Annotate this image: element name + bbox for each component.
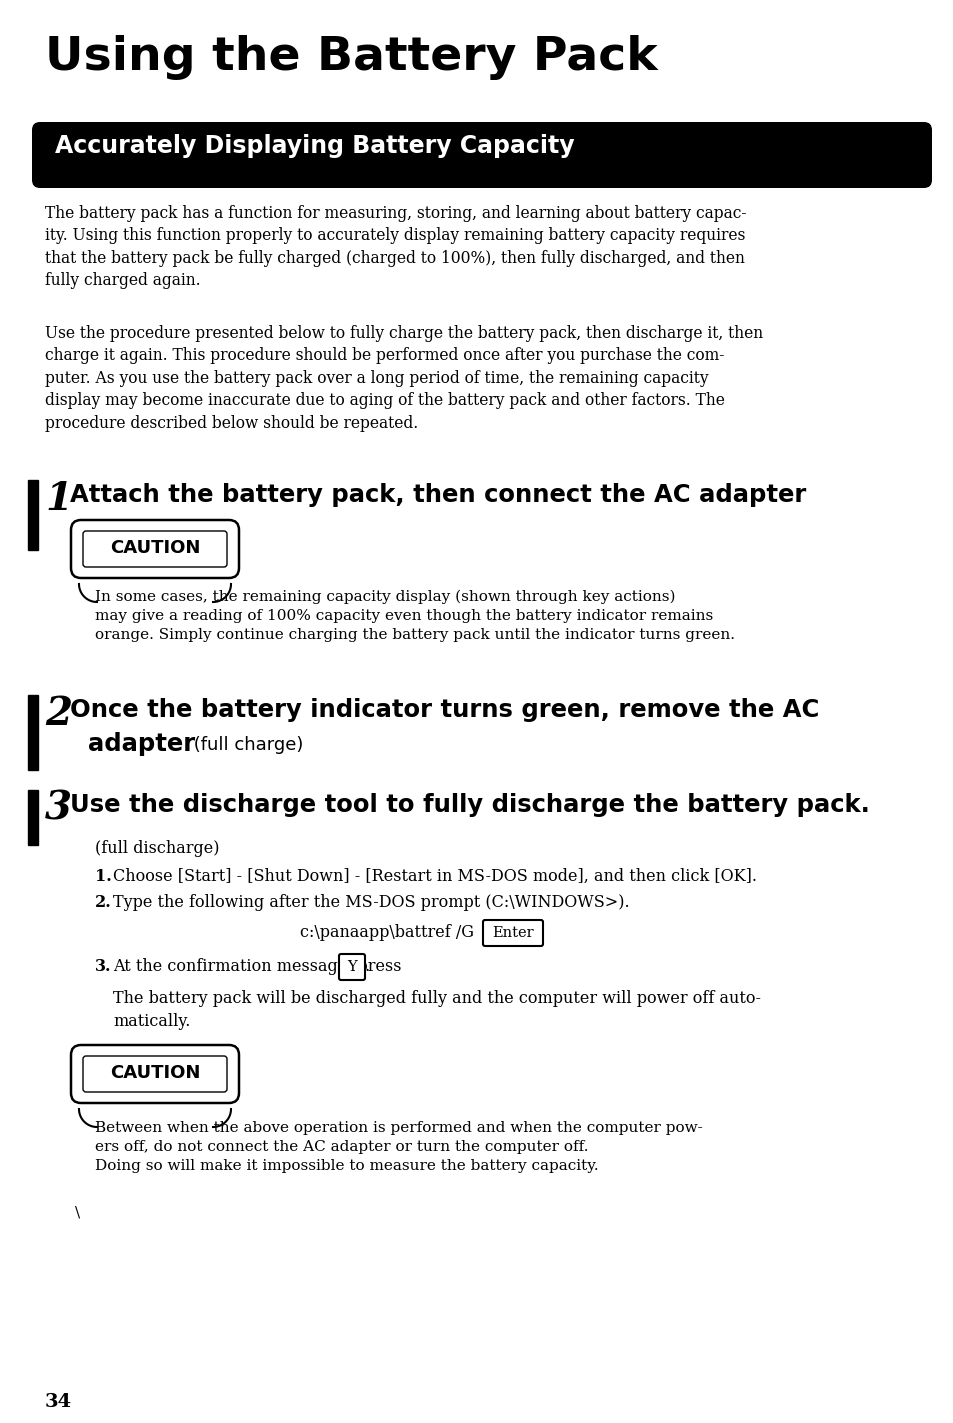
Text: adapter: adapter [88, 731, 195, 756]
Text: CAUTION: CAUTION [110, 1064, 200, 1081]
FancyBboxPatch shape [83, 1056, 227, 1091]
Text: 3: 3 [45, 790, 71, 828]
Text: Use the discharge tool to fully discharge the battery pack.: Use the discharge tool to fully discharg… [70, 793, 869, 817]
Text: 1: 1 [45, 480, 71, 518]
Text: Once the battery indicator turns green, remove the AC: Once the battery indicator turns green, … [70, 699, 819, 721]
FancyBboxPatch shape [71, 1044, 239, 1103]
Text: c:\panaapp\battref /G: c:\panaapp\battref /G [299, 924, 474, 941]
Text: The battery pack will be discharged fully and the computer will power off auto-
: The battery pack will be discharged full… [112, 990, 760, 1030]
FancyBboxPatch shape [338, 953, 365, 980]
Text: Enter: Enter [492, 926, 534, 941]
Text: 1.: 1. [95, 868, 112, 885]
Text: CAUTION: CAUTION [110, 539, 200, 556]
Bar [28, 694, 38, 770]
Bar [28, 480, 38, 551]
FancyBboxPatch shape [482, 921, 542, 946]
Text: \: \ [75, 1207, 80, 1220]
Text: 34: 34 [45, 1393, 72, 1412]
Text: Use the procedure presented below to fully charge the battery pack, then dischar: Use the procedure presented below to ful… [45, 324, 762, 431]
Text: Using the Battery Pack: Using the Battery Pack [45, 36, 657, 80]
Text: (full discharge): (full discharge) [95, 840, 219, 857]
Text: Accurately Displaying Battery Capacity: Accurately Displaying Battery Capacity [55, 134, 574, 158]
Text: At the confirmation message, press: At the confirmation message, press [112, 958, 401, 975]
Text: (full charge): (full charge) [188, 736, 303, 754]
FancyBboxPatch shape [32, 122, 931, 188]
Bar [28, 790, 38, 845]
Text: .: . [365, 958, 370, 975]
Text: 3.: 3. [95, 958, 112, 975]
Text: In some cases, the remaining capacity display (shown through key actions)
may gi: In some cases, the remaining capacity di… [95, 591, 734, 642]
Text: 2.: 2. [95, 894, 112, 911]
Text: Attach the battery pack, then connect the AC adapter: Attach the battery pack, then connect th… [70, 482, 805, 507]
FancyBboxPatch shape [71, 519, 239, 578]
Text: 2: 2 [45, 694, 71, 733]
Text: Between when the above operation is performed and when the computer pow-
ers off: Between when the above operation is perf… [95, 1121, 702, 1173]
Text: Choose [Start] - [Shut Down] - [Restart in MS-DOS mode], and then click [OK].: Choose [Start] - [Shut Down] - [Restart … [112, 868, 757, 885]
Text: The battery pack has a function for measuring, storing, and learning about batte: The battery pack has a function for meas… [45, 205, 745, 289]
Text: Type the following after the MS-DOS prompt (C:\WINDOWS>).: Type the following after the MS-DOS prom… [112, 894, 629, 911]
FancyBboxPatch shape [83, 531, 227, 566]
Text: Y: Y [347, 961, 356, 973]
